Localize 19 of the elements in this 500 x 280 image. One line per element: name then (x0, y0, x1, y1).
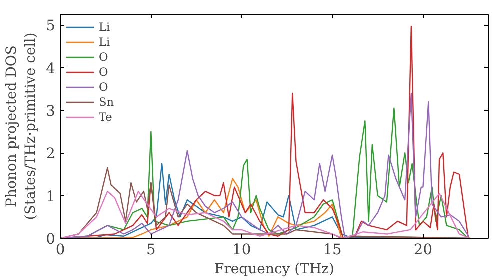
y-tick-label: 0 (46, 231, 56, 248)
x-tick-label: 15 (323, 242, 342, 258)
y-tick-label: 4 (46, 60, 56, 78)
legend-label: Li (99, 35, 112, 49)
x-tick-label: 5 (146, 242, 156, 258)
x-tick-label: 20 (414, 242, 433, 258)
y-tick-label: 3 (46, 103, 56, 120)
y-tick-label: 2 (46, 146, 56, 163)
y-tick-label: 1 (46, 188, 56, 206)
x-tick-label: 10 (232, 242, 252, 258)
legend-label: O (99, 65, 110, 79)
y-tick-label: 5 (46, 18, 56, 35)
x-axis-title: Frequency (THz) (214, 262, 335, 278)
legend-label: Li (99, 20, 112, 34)
legend-label: O (99, 50, 110, 64)
legend-label: Sn (99, 95, 116, 109)
legend-label: Te (99, 110, 114, 124)
y-axis-title: Phonon projected DOS (States/THz·primitive cell) (4, 32, 40, 220)
legend-label: O (99, 80, 110, 94)
